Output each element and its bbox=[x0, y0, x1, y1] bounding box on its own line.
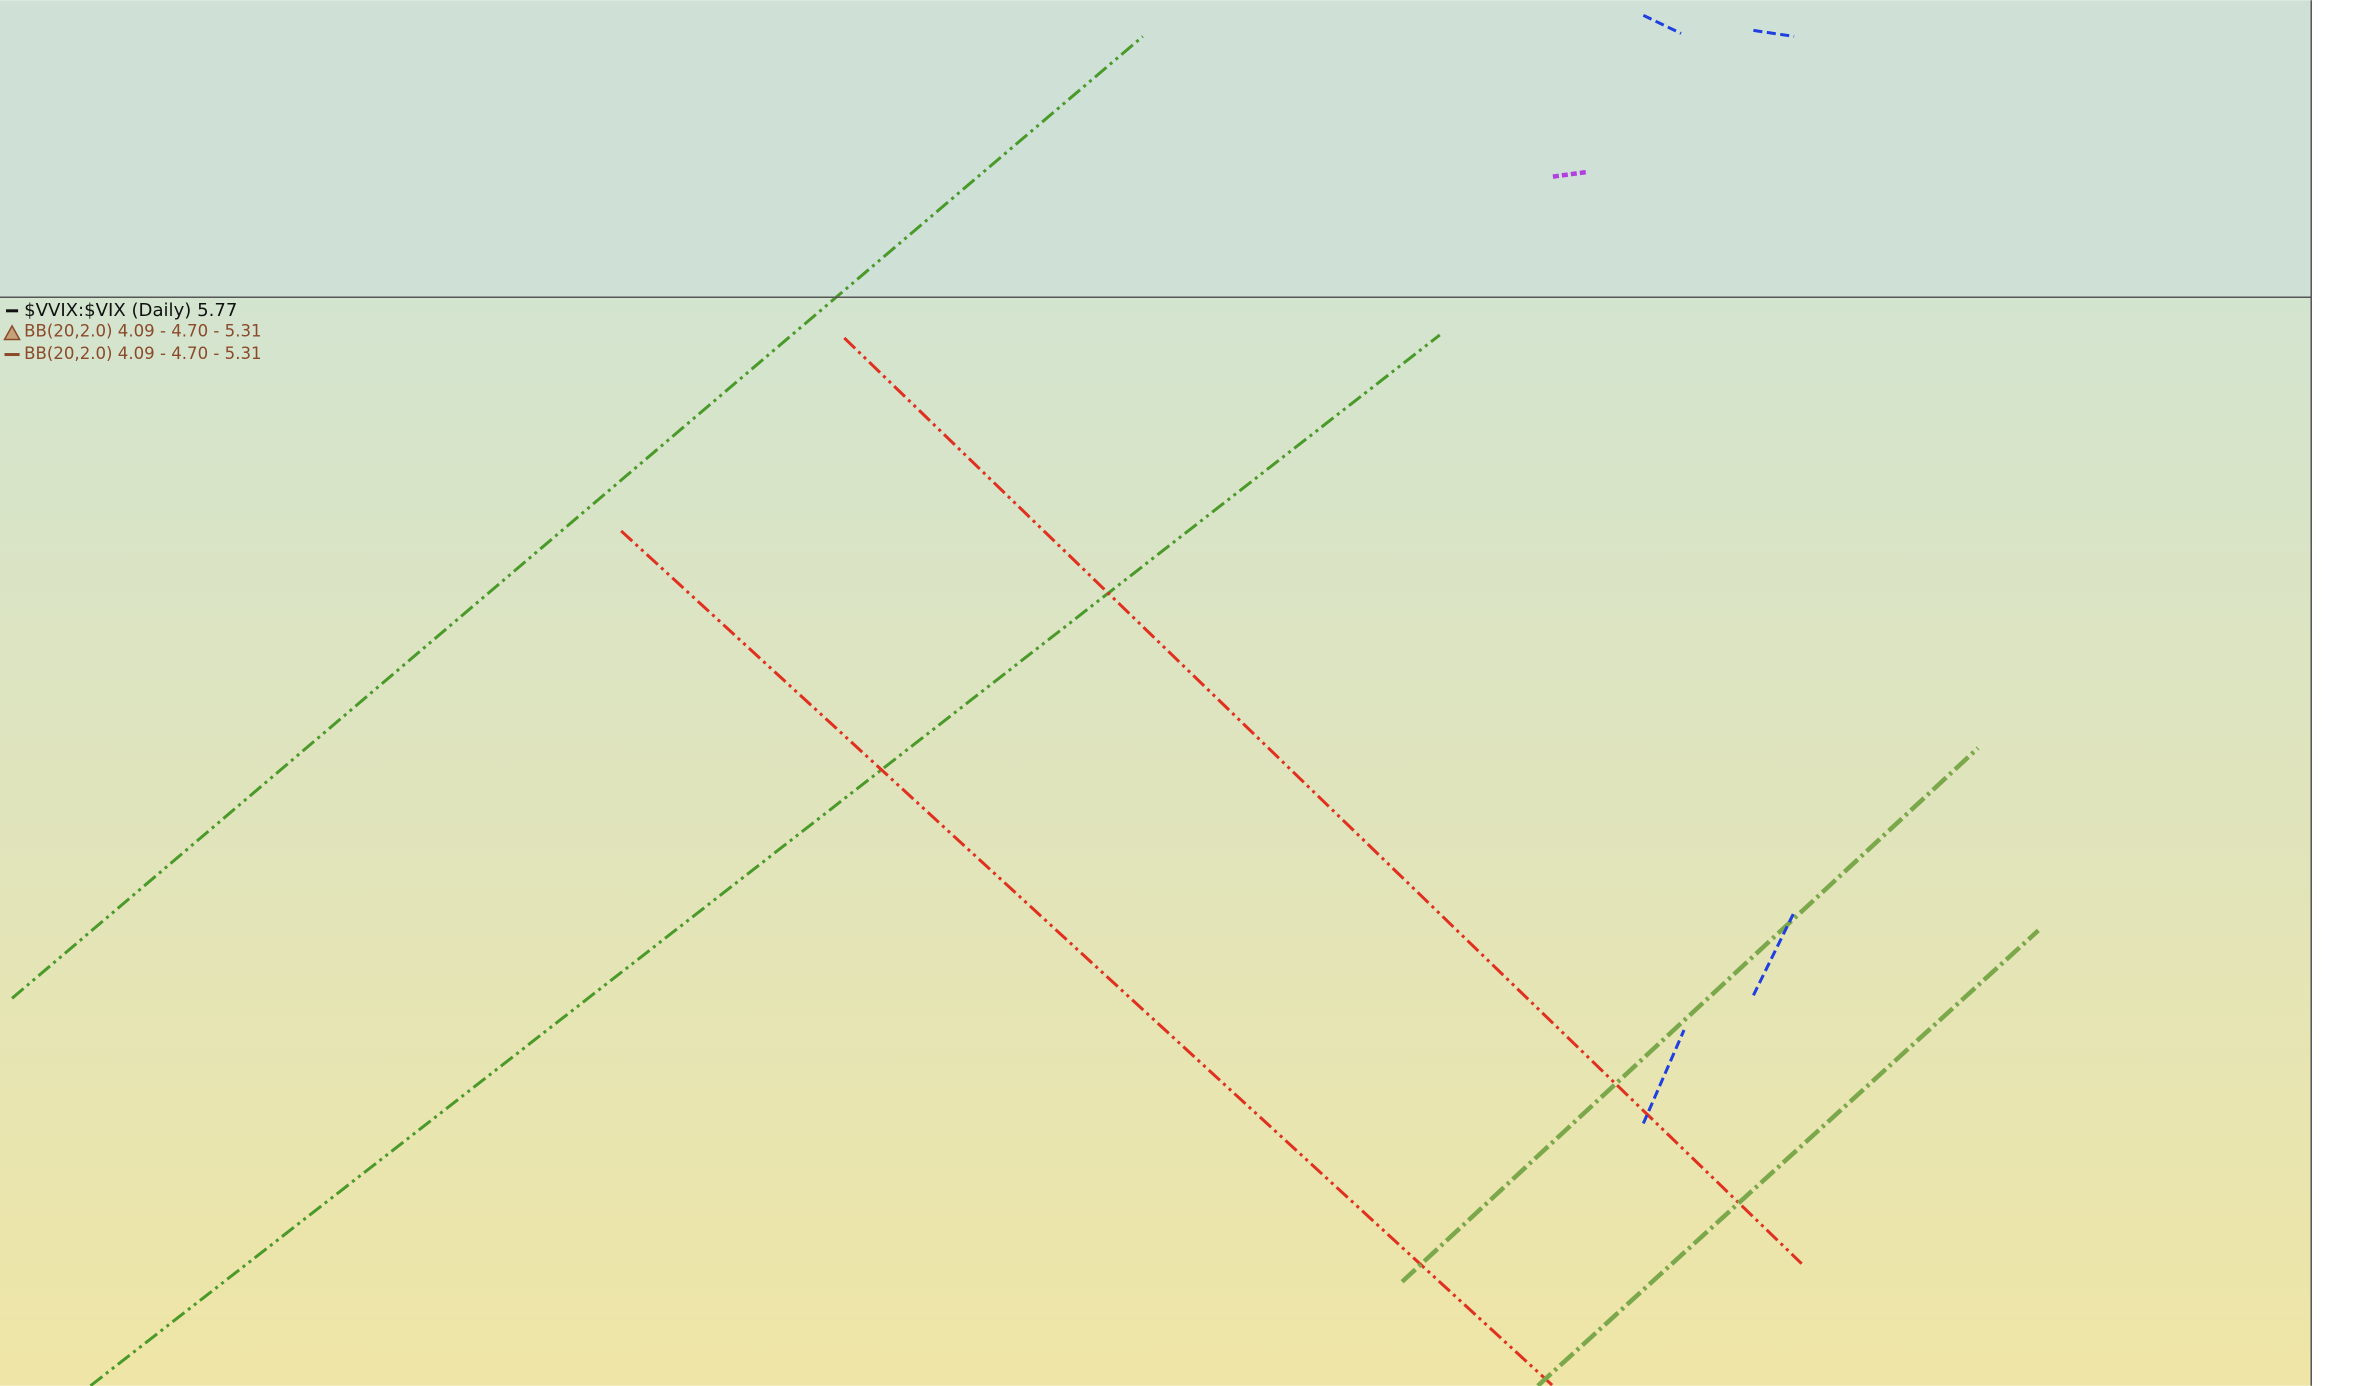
legend-label: $VVIX:$VIX (Daily) 5.77 bbox=[24, 300, 237, 321]
trend-line bbox=[843, 336, 1803, 1265]
trend-line bbox=[1536, 928, 2040, 1386]
trend-line bbox=[11, 35, 1144, 1000]
trend-lines bbox=[11, 13, 2040, 1386]
trend-line bbox=[620, 529, 1554, 1386]
legend-label: BB(20,2.0) 4.09 - 4.70 - 5.31 bbox=[24, 321, 261, 340]
trend-line bbox=[1642, 13, 1682, 35]
trend-line bbox=[89, 333, 1441, 1386]
trend-line bbox=[1641, 1029, 1686, 1125]
trend-line bbox=[1552, 169, 1587, 179]
trend-line bbox=[1400, 746, 1980, 1284]
trend-line bbox=[1752, 911, 1796, 996]
legend-label: BB(20,2.0) 4.09 - 4.70 - 5.31 bbox=[24, 344, 261, 363]
price-panel bbox=[0, 297, 2312, 1386]
trend-line bbox=[1753, 28, 1795, 38]
rsi-panel bbox=[0, 0, 2312, 298]
legend: $VVIX:$VIX (Daily) 5.77 BB(20,2.0) 4.09 … bbox=[3, 300, 262, 363]
legend-swatch bbox=[3, 324, 21, 341]
